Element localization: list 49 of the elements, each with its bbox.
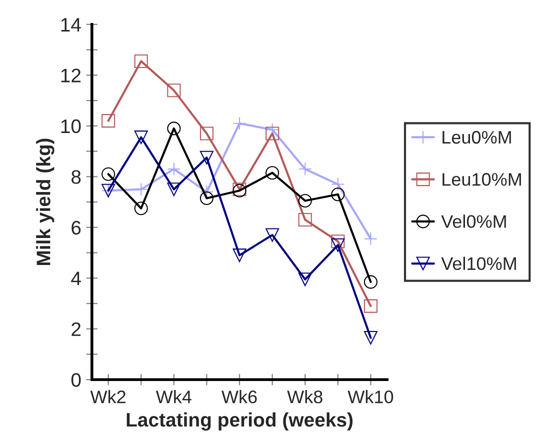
point xyxy=(364,299,378,313)
legend-label: Leu10%M xyxy=(442,173,521,186)
y-tick-label: 10 xyxy=(61,119,81,134)
point xyxy=(167,162,181,176)
point xyxy=(134,202,148,216)
point xyxy=(298,162,312,176)
y-axis-title: Milk yield (kg) xyxy=(36,138,54,265)
point xyxy=(134,130,148,144)
point xyxy=(298,272,312,286)
point xyxy=(200,126,214,140)
point xyxy=(331,188,345,202)
point xyxy=(134,54,148,68)
point xyxy=(266,126,280,140)
point xyxy=(167,182,181,196)
legend-label: Vel10%M xyxy=(441,256,516,270)
x-axis-title: Lactating period (weeks) xyxy=(126,412,353,431)
point xyxy=(331,238,345,252)
y-tick-label: 14 xyxy=(61,18,81,32)
point xyxy=(102,167,116,181)
legend-label: Leu0%M xyxy=(442,130,511,144)
point xyxy=(331,177,345,192)
x-tick-label: Wk8 xyxy=(287,390,322,404)
point xyxy=(364,275,378,289)
point xyxy=(298,194,312,208)
point xyxy=(232,248,246,262)
x-tick-label: Wk10 xyxy=(348,390,394,404)
x-tick-label: Wk6 xyxy=(222,390,257,404)
y-tick-label: 8 xyxy=(72,170,81,184)
point xyxy=(232,116,246,130)
legend-label: Vel0%M xyxy=(441,214,506,228)
point xyxy=(102,114,116,128)
point xyxy=(266,228,280,242)
y-tick-label: 4 xyxy=(71,272,81,286)
x-tick-label: Wk2 xyxy=(90,390,126,404)
point xyxy=(167,84,181,98)
point xyxy=(167,122,181,136)
x-tick-label: Wk4 xyxy=(156,390,192,404)
point xyxy=(298,213,312,227)
point xyxy=(200,191,214,205)
y-tick-label: 6 xyxy=(72,220,81,235)
y-tick-label: 0 xyxy=(71,373,81,387)
point xyxy=(364,232,378,246)
point xyxy=(331,234,345,248)
point xyxy=(200,150,214,164)
y-tick-label: 2 xyxy=(72,322,81,336)
y-tick-label: 12 xyxy=(61,68,81,82)
point xyxy=(364,330,378,345)
point xyxy=(266,166,280,180)
point xyxy=(200,185,214,199)
